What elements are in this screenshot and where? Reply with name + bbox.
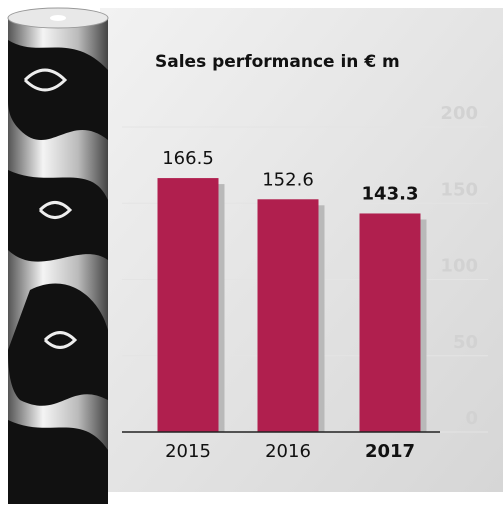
- wallpaper-roll: [7, 7, 109, 504]
- x-tick-label: 2017: [365, 441, 415, 462]
- bar: [257, 199, 319, 432]
- y-tick-label: 50: [453, 332, 478, 353]
- y-tick-label: 100: [440, 256, 478, 277]
- bar: [359, 213, 421, 432]
- value-label: 143.3: [362, 183, 419, 204]
- value-label: 166.5: [162, 148, 214, 169]
- y-tick-label: 200: [440, 103, 478, 124]
- y-tick-label: 150: [440, 179, 478, 200]
- x-tick-label: 2016: [265, 441, 311, 462]
- chart-title: Sales performance in € m: [155, 52, 400, 72]
- value-label: 152.6: [262, 169, 314, 190]
- x-tick-label: 2015: [165, 441, 211, 462]
- y-tick-label: 0: [465, 408, 478, 429]
- bar: [157, 178, 219, 432]
